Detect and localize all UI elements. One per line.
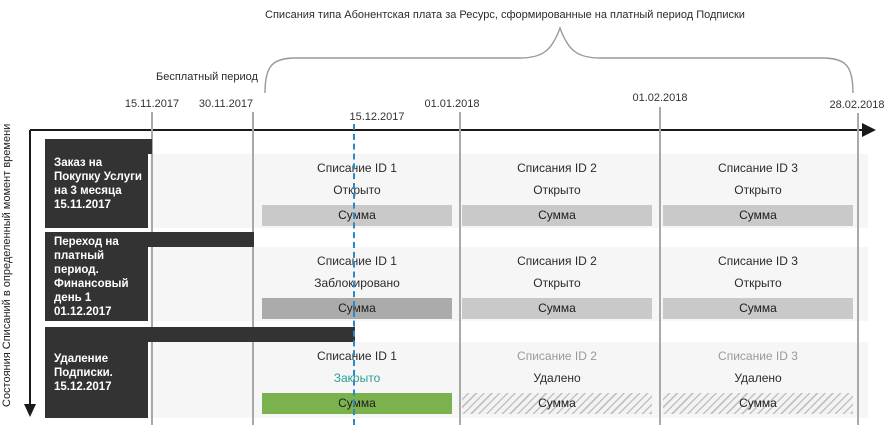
charge-title: Списание ID 1 (317, 349, 397, 363)
time-axis-line (30, 129, 864, 131)
charge-cell: Списание ID 3 Удалено Сумма (663, 342, 853, 414)
amount-bar: Сумма (462, 298, 652, 319)
tick-dashed-15-12-2017 (353, 124, 355, 425)
tick-01-02-2018 (659, 107, 661, 425)
charge-status: Открыто (533, 276, 581, 290)
tick-28-02-2018 (857, 113, 859, 425)
timeline-row-deletion: Удаление Подписки. 15.12.2017 Списание I… (45, 327, 868, 418)
charge-status: Удалено (533, 371, 581, 385)
row-label-order: Заказ на Покупку Услуги на 3 месяца 15.1… (45, 139, 148, 228)
amount-bar: Сумма (462, 393, 652, 414)
date-label: 01.02.2018 (632, 92, 688, 104)
charge-status: Открыто (533, 183, 581, 197)
charge-title: Списание ID 3 (718, 161, 798, 175)
state-axis-arrowhead-icon (24, 404, 36, 417)
charge-cell: Списание ID 2 Удалено Сумма (462, 342, 652, 414)
charge-status: Открыто (333, 183, 381, 197)
date-label: 28.02.2018 (829, 99, 885, 111)
charge-cell: Списание ID 1 Закрыто Сумма (262, 342, 452, 414)
charge-title: Списания ID 2 (517, 254, 597, 268)
charge-cell: Списание ID 1 Заблокировано Сумма (262, 247, 452, 319)
amount-bar: Сумма (262, 205, 452, 226)
charge-title: Списание ID 2 (517, 349, 597, 363)
amount-bar: Сумма (663, 393, 853, 414)
charge-title: Списания ID 2 (517, 161, 597, 175)
charge-status: Открыто (734, 276, 782, 290)
date-label: 01.01.2018 (424, 98, 480, 110)
amount-bar: Сумма (462, 205, 652, 226)
charge-status: Закрыто (333, 371, 381, 385)
amount-bar: Сумма (663, 298, 853, 319)
charge-cell: Списание ID 3 Открыто Сумма (663, 247, 853, 319)
amount-bar: Сумма (663, 205, 853, 226)
charge-cell: Списания ID 2 Открыто Сумма (462, 247, 652, 319)
time-axis-arrowhead-icon (862, 123, 876, 137)
amount-bar: Сумма (262, 298, 452, 319)
date-label: 30.11.2017 (198, 98, 254, 110)
free-period-label: Бесплатный период (156, 71, 258, 83)
timeline-row-paid-period: Переход на платный период. Финансовый де… (45, 232, 868, 321)
charge-title: Списание ID 3 (718, 349, 798, 363)
diagram-caption: Списания типа Абонентская плата за Ресур… (265, 9, 745, 21)
charge-title: Списание ID 1 (317, 161, 397, 175)
tick-01-01-2018 (459, 112, 461, 425)
date-label: 15.12.2017 (349, 111, 405, 123)
state-axis-line (29, 130, 31, 406)
timeline-row-order: Заказ на Покупку Услуги на 3 месяца 15.1… (45, 139, 868, 228)
charge-title: Списание ID 1 (317, 254, 397, 268)
charge-status: Удалено (734, 371, 782, 385)
amount-bar: Сумма (262, 393, 452, 414)
tick-30-11-2017 (252, 112, 254, 425)
row-label-paid-period: Переход на платный период. Финансовый де… (45, 232, 148, 321)
y-axis-label: Состояния Списаний в определенный момент… (1, 123, 13, 407)
charge-status: Открыто (734, 183, 782, 197)
charge-status: Заблокировано (314, 276, 400, 290)
date-label: 15.11.2017 (124, 98, 180, 110)
tick-15-11-2017 (151, 112, 153, 425)
row-label-deletion: Удаление Подписки. 15.12.2017 (45, 327, 148, 418)
charge-cell: Списания ID 2 Открыто Сумма (462, 154, 652, 226)
charge-cell: Списание ID 1 Открыто Сумма (262, 154, 452, 226)
charge-cell: Списание ID 3 Открыто Сумма (663, 154, 853, 226)
charge-title: Списание ID 3 (718, 254, 798, 268)
